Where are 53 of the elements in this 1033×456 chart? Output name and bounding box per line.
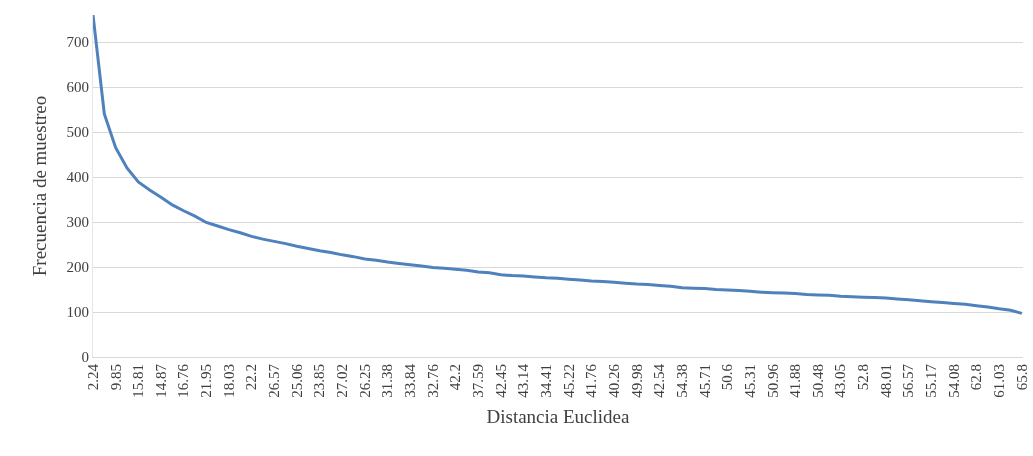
x-tick-label: 40.26 [605,363,622,398]
x-tick-label: 50.96 [764,363,781,398]
x-tick-label: 34.41 [537,364,554,398]
x-tick-label: 41.88 [787,364,804,398]
x-tick-label: 23.85 [311,364,328,398]
x-tick-label: 55.17 [923,363,940,398]
x-tick-label: 41.76 [583,363,600,398]
x-tick-label: 37.59 [470,364,487,398]
x-tick-label: 54.08 [945,364,962,398]
y-tick-label: 300 [66,214,89,231]
x-tick-label: 32.76 [424,363,441,398]
y-tick-label: 700 [66,34,89,51]
x-tick-label: 21.95 [198,364,215,398]
x-tick-label: 31.38 [379,364,396,398]
x-tick-label: 49.98 [628,364,645,398]
x-tick-label: 22.2 [243,364,260,391]
x-tick-label: 43.14 [515,363,532,398]
y-tick-label: 500 [66,124,89,141]
x-tick-label: 14.87 [152,363,169,398]
x-tick-label: 26.57 [266,363,283,398]
x-tick-label: 61.03 [991,364,1008,398]
x-tick-label: 54.38 [673,364,690,398]
x-tick-label: 33.84 [402,363,419,398]
x-axis-title: Distancia Euclidea [486,405,631,427]
y-tick-label: 600 [66,79,89,96]
x-tick-label: 27.02 [334,364,351,398]
x-tick-label: 42.54 [651,363,668,398]
y-tick-label: 200 [66,259,89,276]
x-tick-label: 52.8 [855,364,872,391]
line-series [93,15,1023,315]
x-tick-label: 16.76 [175,363,192,398]
x-tick-label: 43.05 [832,364,849,398]
x-tick-label: 42.45 [492,364,509,398]
x-tick-label: 42.2 [447,364,464,391]
x-tick-label: 62.8 [968,364,985,391]
x-tick-label: 50.6 [719,363,736,391]
x-tick-label: 25.06 [288,363,305,398]
x-tick-label: 26.25 [356,364,373,398]
x-tick-label: 15.81 [130,364,147,398]
x-tick-label: 9.85 [107,364,124,391]
y-tick-label: 0 [81,349,89,366]
x-tick-label: 2.24 [84,363,101,391]
y-tick-label: 400 [66,169,89,186]
y-axis-title: Frecuencia de muestreo [29,95,51,277]
y-tick-label: 100 [66,304,89,321]
x-tick-label: 18.03 [220,364,237,398]
x-tick-label: 48.01 [877,364,894,398]
x-tick-label: 45.31 [741,364,758,398]
x-tick-label: 45.71 [696,364,713,398]
x-tick-label: 65.8 [1013,364,1030,391]
x-tick-label: 50.48 [809,364,826,398]
x-tick-label: 45.22 [560,364,577,398]
x-tick-label: 56.57 [900,363,917,398]
